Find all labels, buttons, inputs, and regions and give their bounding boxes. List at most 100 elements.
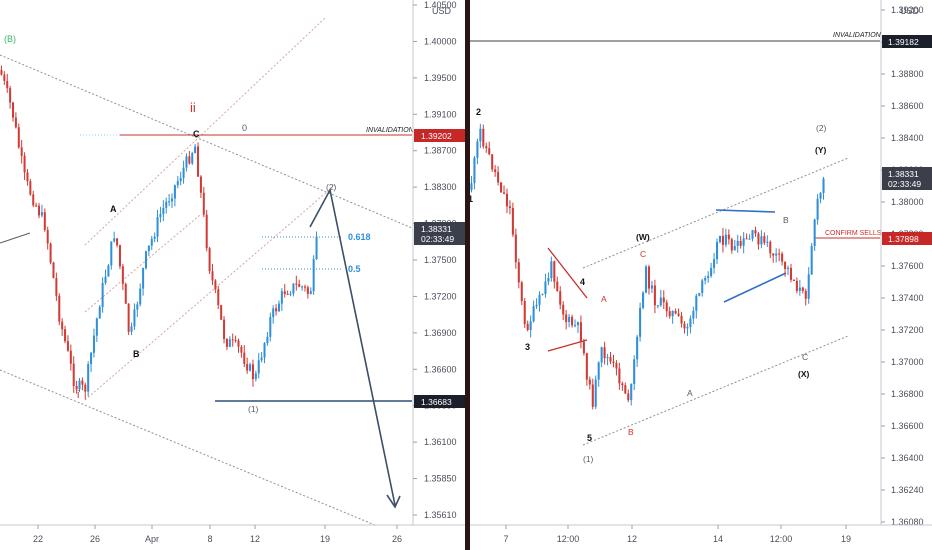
candle-body — [576, 322, 580, 326]
time-tick-label: 22 — [33, 534, 43, 544]
candle-body — [505, 193, 509, 207]
candle-body — [526, 323, 529, 330]
price-tick-label: 1.38400 — [891, 133, 924, 143]
candle-body — [243, 352, 246, 364]
left-chart-pane[interactable]: (B) ii i A B C (1) (2) 0 0.618 0.5 INVAL… — [0, 0, 466, 550]
time-tick-label: 12 — [250, 534, 260, 544]
time-tick-label: 26 — [392, 534, 402, 544]
candle-body — [482, 128, 485, 147]
blue-triangle-top[interactable] — [715, 209, 776, 213]
channel-upper-dotted[interactable] — [84, 17, 326, 246]
candle-body — [786, 267, 790, 269]
candle-body — [72, 363, 75, 387]
candle-body — [497, 172, 500, 183]
candle-body — [677, 313, 680, 316]
price-tick-label: 1.36400 — [891, 453, 924, 463]
candle-body — [627, 393, 630, 401]
candle-body — [107, 265, 110, 277]
candle-body — [289, 293, 292, 295]
candle-body — [217, 289, 220, 306]
left-gray-stub[interactable] — [0, 232, 31, 244]
candle-body — [795, 280, 798, 291]
candle-body — [636, 336, 639, 360]
candle-body — [485, 146, 488, 149]
fib-label-5: 0.5 — [348, 264, 361, 274]
lower-trendline[interactable] — [0, 369, 376, 526]
candle-body — [695, 295, 698, 311]
candle-body — [748, 238, 751, 240]
right-chart-canvas[interactable]: INVALIDATION CONFIRM SELLS 2 1 3 4 5 (1)… — [470, 0, 932, 550]
candle-body — [789, 267, 793, 280]
candle-body — [110, 241, 113, 266]
candle-body — [286, 294, 289, 296]
right-channel-upper[interactable] — [582, 157, 849, 269]
time-tick-label: 19 — [320, 534, 330, 544]
upper-trendline[interactable] — [0, 54, 413, 229]
candle-body — [197, 146, 200, 177]
wave-label-1: (1) — [248, 404, 259, 414]
candle-body — [228, 339, 231, 347]
candle-body — [75, 386, 78, 390]
candle-body — [124, 283, 127, 304]
candle-body — [630, 383, 633, 401]
candle-body — [659, 297, 662, 306]
candle-body — [568, 316, 571, 323]
price-tick-label: 1.37000 — [891, 357, 924, 367]
blue-triangle-bottom[interactable] — [723, 272, 787, 303]
left-price-axis[interactable]: 1.40500 1.40000 1.39500 1.39100 1.38700 1.383… — [413, 0, 457, 520]
candle-body — [257, 360, 260, 374]
projection-arrow[interactable] — [309, 187, 396, 506]
candle-body — [92, 335, 95, 353]
candle-body — [579, 322, 582, 342]
channel-mid-dotted[interactable] — [84, 214, 201, 313]
right-chart-pane[interactable]: INVALIDATION CONFIRM SELLS 2 1 3 4 5 (1)… — [470, 0, 932, 550]
candle-body — [23, 155, 26, 173]
candle-body — [733, 245, 736, 251]
channel-lower-dotted[interactable] — [84, 184, 336, 401]
candle-body — [168, 201, 171, 203]
right-time-axis[interactable]: 7 12:00 12 14 12:00 19 — [503, 525, 851, 544]
candle-body — [718, 235, 722, 242]
candle-body — [674, 310, 677, 314]
candle-body — [559, 291, 562, 305]
time-tick-label: 26 — [90, 534, 100, 544]
left-chart-canvas[interactable]: (B) ii i A B C (1) (2) 0 0.618 0.5 INVAL… — [0, 0, 466, 550]
candle-body — [121, 266, 124, 284]
price-tick-label: 1.37600 — [891, 261, 924, 271]
candle-body — [745, 238, 748, 240]
red-triangle-top[interactable] — [547, 247, 588, 299]
candle-body — [11, 102, 15, 118]
candle-body — [585, 353, 588, 380]
candle-body — [127, 303, 130, 332]
right-price-axis[interactable]: 1.392001.390001.388001.386001.384001.382… — [881, 5, 924, 527]
candle-body — [650, 285, 653, 289]
live-price-tag-bg — [882, 167, 932, 190]
candle-body — [520, 282, 523, 302]
support-price-tag: 1.36683 — [421, 397, 452, 407]
candle-body — [760, 236, 763, 245]
candle-body — [653, 285, 656, 306]
wave-label-A1: A — [601, 294, 607, 304]
candle-body — [473, 157, 476, 184]
candle-body — [553, 261, 556, 282]
candle-body — [701, 280, 704, 293]
left-time-axis[interactable]: 22 26 Apr 8 12 19 26 — [33, 525, 402, 544]
candle-body — [159, 214, 162, 218]
support-price-tag-bg — [414, 395, 466, 408]
candle-body — [769, 241, 772, 254]
candle-body — [139, 288, 142, 305]
candle-body — [739, 241, 742, 246]
candle-body — [38, 205, 41, 216]
candle-body — [621, 383, 624, 386]
pane-divider[interactable] — [465, 0, 470, 550]
candle-body — [263, 343, 266, 358]
live-countdown-tag: 02:33:49 — [888, 179, 921, 189]
candle-body — [775, 253, 778, 256]
time-tick-label: Apr — [145, 534, 159, 544]
time-tick-label: 19 — [841, 534, 851, 544]
candle-body — [199, 176, 202, 193]
candle-body — [136, 304, 139, 310]
candle-body — [698, 292, 701, 296]
candle-body — [822, 178, 825, 193]
candle-body — [49, 243, 52, 263]
